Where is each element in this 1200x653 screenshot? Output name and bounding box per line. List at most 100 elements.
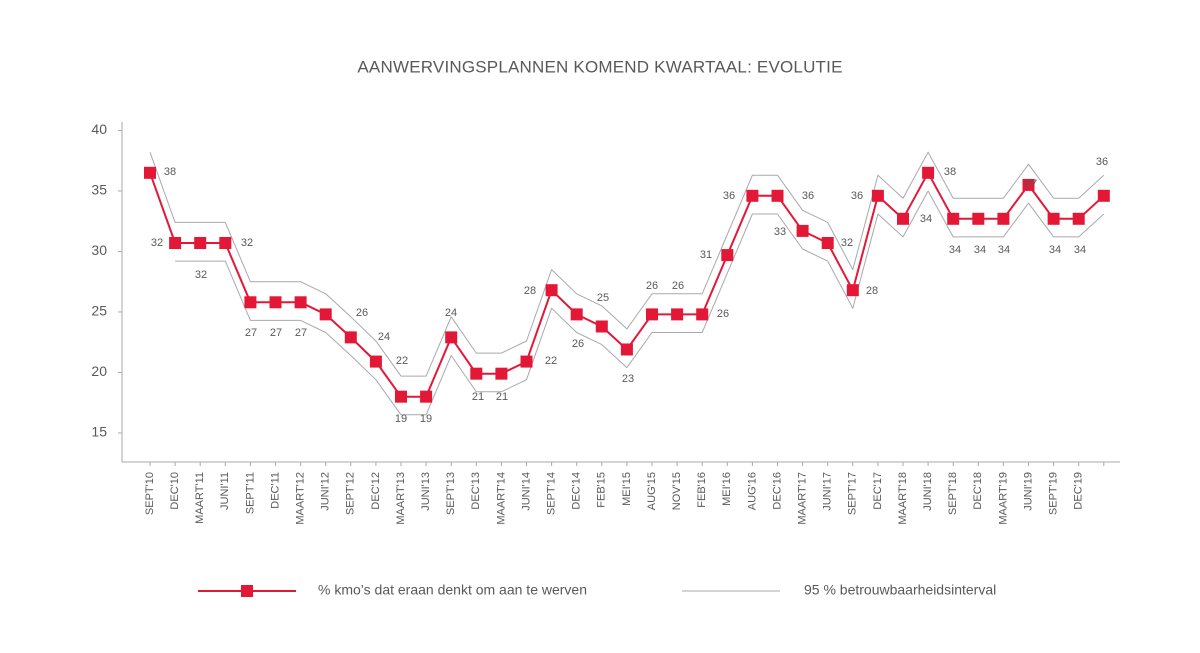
x-tick-label: FEB'15	[596, 472, 608, 508]
data-label: 37	[1025, 178, 1037, 190]
x-tick-label: DEC'10	[169, 472, 181, 510]
legend-label: 95 % betrouwbaarheidsinterval	[804, 582, 996, 598]
x-tick-label: DEC'13	[470, 472, 482, 510]
data-label: 27	[270, 327, 282, 339]
data-label: 26	[717, 308, 729, 320]
point	[796, 224, 809, 237]
data-label: 32	[195, 269, 207, 281]
x-tick-label: DEC'12	[370, 472, 382, 510]
point	[470, 367, 483, 380]
data-label: 36	[723, 190, 735, 202]
x-tick-label: FEB'16	[696, 472, 708, 508]
data-label: 32	[151, 237, 163, 249]
data-label: 21	[496, 391, 508, 403]
point	[395, 390, 407, 403]
point	[520, 355, 533, 368]
point	[420, 390, 433, 403]
x-tick-label: MEI'16	[721, 472, 733, 506]
x-tick-label: NOV'15	[671, 472, 683, 510]
data-label: 26	[646, 280, 658, 292]
data-label: 36	[851, 190, 863, 202]
point	[495, 367, 508, 380]
x-tick-label: SEPT'13	[445, 472, 457, 515]
data-label: 38	[944, 166, 956, 178]
x-tick-label: DEC'17	[872, 472, 884, 510]
data-label: 26	[356, 307, 368, 319]
point	[922, 166, 935, 179]
y-tick-label: 40	[91, 121, 107, 137]
point	[646, 308, 658, 321]
point	[369, 355, 382, 368]
data-label: 26	[672, 280, 684, 292]
point	[1072, 212, 1085, 225]
x-tick-label: JUNI'13	[420, 472, 432, 511]
y-tick-label: 15	[91, 424, 107, 440]
point	[545, 284, 558, 297]
data-label: 22	[545, 355, 557, 367]
interval-upper	[149, 151, 1105, 377]
x-tick-label: MAART'19	[997, 472, 1009, 525]
point	[169, 236, 182, 249]
x-tick-label: JUNI'12	[320, 472, 332, 511]
point	[294, 296, 307, 309]
point	[846, 284, 859, 297]
point	[1047, 212, 1060, 225]
y-tick-label: 30	[91, 242, 107, 258]
data-label: 24	[445, 307, 457, 319]
point	[570, 308, 583, 321]
x-tick-label: DEC'19	[1073, 472, 1085, 510]
x-tick-label: SEPT'11	[244, 472, 256, 514]
data-label: 19	[395, 413, 407, 425]
point	[771, 189, 784, 202]
x-tick-label: DEC'18	[972, 472, 984, 510]
point	[194, 236, 207, 249]
legend-marker	[241, 585, 253, 597]
point	[1097, 189, 1110, 202]
data-label: 26	[572, 338, 584, 350]
point	[746, 189, 759, 202]
point	[671, 308, 684, 321]
x-tick-label: MAART'13	[395, 472, 407, 525]
point	[595, 320, 608, 333]
data-label: 36	[802, 190, 814, 202]
data-label: 22	[396, 355, 408, 367]
data-label: 24	[378, 331, 390, 343]
x-tick-label: JUNI'14	[520, 472, 532, 511]
data-label: 34	[1049, 244, 1061, 256]
data-label: 34	[949, 244, 961, 256]
point	[871, 189, 884, 202]
series-line	[149, 171, 1105, 398]
x-tick-label: DEC'16	[771, 472, 783, 510]
data-label: 31	[700, 249, 712, 261]
x-tick-label: MAART'17	[797, 472, 809, 525]
point	[1022, 178, 1035, 191]
x-tick-label: MAART'18	[897, 472, 909, 525]
x-tick-label: JUNI'11	[219, 472, 231, 510]
data-label: 34	[920, 213, 932, 225]
x-tick-label: SEPT'19	[1048, 472, 1060, 515]
point	[997, 212, 1010, 225]
data-label: 33	[774, 226, 786, 238]
legend-label: % kmo’s dat eraan denkt om aan te werven	[318, 582, 587, 598]
y-tick-label: 20	[91, 363, 107, 379]
point	[821, 236, 834, 249]
data-label: 38	[164, 166, 176, 178]
x-tick-label: JUNI'19	[1022, 472, 1034, 511]
point	[445, 331, 458, 344]
data-label: 25	[597, 292, 609, 304]
point	[897, 212, 909, 225]
data-label: 27	[245, 327, 257, 339]
data-label: 28	[866, 285, 878, 297]
x-tick-label: JUNI'17	[822, 472, 834, 511]
x-tick-label: MAART'12	[295, 472, 307, 525]
x-tick-label: DEC'11	[269, 472, 281, 509]
x-tick-label: SEPT'12	[345, 472, 357, 515]
x-tick-label: MAART'14	[495, 472, 507, 525]
point	[947, 212, 960, 225]
x-tick-label: SEPT'10	[144, 472, 156, 515]
point	[319, 308, 332, 321]
data-label: 32	[241, 237, 253, 249]
chart-title: AANWERVINGSPLANNEN KOMEND KWARTAAL: EVOL…	[357, 57, 842, 76]
x-tick-label: JUNI'18	[922, 472, 934, 511]
